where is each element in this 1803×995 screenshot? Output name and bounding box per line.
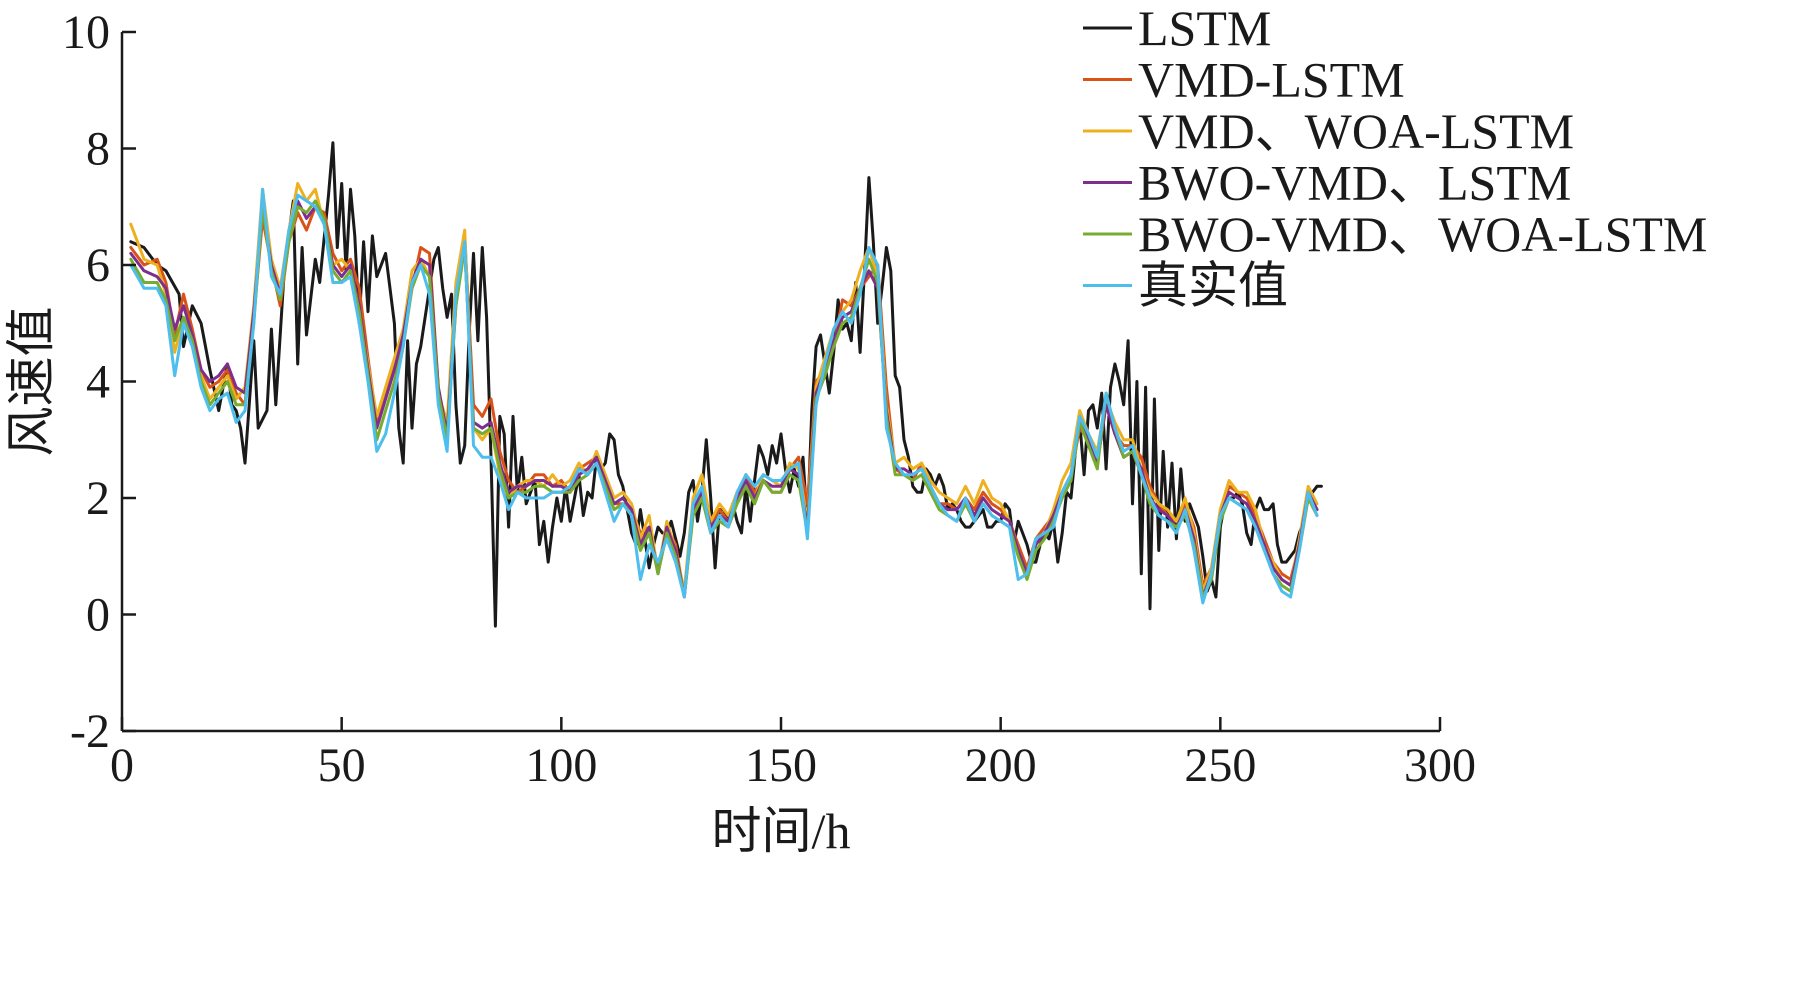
legend-label: BWO-VMD、WOA-LSTM: [1138, 206, 1707, 262]
x-tick-label: 50: [318, 739, 366, 792]
legend-label: 真实值: [1138, 258, 1288, 314]
y-tick-label: -2: [70, 705, 110, 758]
series-line-3: [129, 182, 1319, 593]
y-tick-label: 0: [86, 589, 110, 642]
x-axis-title: 时间/h: [712, 803, 851, 859]
x-tick-label: 300: [1404, 739, 1476, 792]
y-tick-label: 10: [62, 6, 110, 59]
legend-label: VMD、WOA-LSTM: [1138, 103, 1574, 159]
series-layer: [129, 141, 1323, 628]
y-tick-label: 8: [86, 123, 110, 176]
legend: LSTMVMD-LSTMVMD、WOA-LSTMBWO-VMD、LSTMBWO-…: [1083, 0, 1707, 314]
legend-label: LSTM: [1138, 0, 1271, 56]
x-tick-label: 250: [1184, 739, 1256, 792]
y-axis-title: 风速值: [3, 307, 59, 457]
legend-label: BWO-VMD、LSTM: [1138, 155, 1571, 211]
legend-label: VMD-LSTM: [1138, 52, 1405, 108]
series-line-6: [129, 187, 1319, 605]
y-tick-label: 2: [86, 472, 110, 525]
y-tick-label: 6: [86, 239, 110, 292]
y-tick-label: 4: [86, 356, 110, 409]
x-tick-label: 100: [525, 739, 597, 792]
x-tick-label: 150: [745, 739, 817, 792]
series-line-1: [129, 141, 1323, 628]
x-tick-label: 200: [965, 739, 1037, 792]
x-tick-label: 0: [110, 739, 134, 792]
